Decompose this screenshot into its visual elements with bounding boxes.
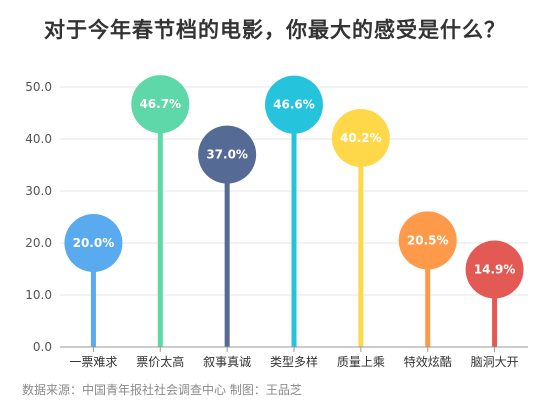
data-label: 40.2% <box>340 131 382 145</box>
x-category-label: 叙事真诚 <box>203 355 251 369</box>
y-tick-label: 40.0 <box>25 132 52 146</box>
x-category-label: 特效炫酷 <box>404 354 452 369</box>
data-label: 46.7% <box>139 97 181 111</box>
lollipop-head <box>131 75 190 134</box>
y-axis: 0.0 10.0 20.0 30.0 40.0 50.0 <box>25 80 52 354</box>
y-tick-label: 0.0 <box>33 340 52 354</box>
chart-title: 对于今年春节档的电影，你最大的感受是什么？ <box>44 18 506 42</box>
data-label: 37.0% <box>206 148 248 162</box>
x-category-label: 质量上乘 <box>337 355 385 369</box>
data-label: 20.0% <box>73 236 115 250</box>
y-tick-label: 20.0 <box>25 236 52 250</box>
lollipop-head <box>331 108 390 167</box>
y-tick-label: 50.0 <box>25 80 52 94</box>
x-category-label: 脑洞大开 <box>471 355 519 369</box>
data-label: 20.5% <box>407 233 449 247</box>
x-category-label: 类型多样 <box>270 354 318 369</box>
x-category-label: 票价太高 <box>136 354 184 369</box>
x-category-label: 一票难求 <box>69 355 117 369</box>
lollipop-head <box>64 214 123 272</box>
data-label: 14.9% <box>474 263 516 277</box>
y-tick-label: 10.0 <box>25 288 52 302</box>
data-label: 46.6% <box>273 98 315 112</box>
source-note: 数据来源：中国青年报社社会调查中心 制图：王品芝 <box>22 383 302 397</box>
lollipop-head <box>465 240 524 299</box>
lollipop-head <box>198 125 257 184</box>
lollipop-head <box>265 75 323 134</box>
lollipop-heads: 20.0% 46.7% 37.0% 46.6% 40.2% 20.5% 14.9% <box>64 75 524 299</box>
x-axis: 一票难求 票价太高 叙事真诚 类型多样 质量上乘 特效炫酷 脑洞大开 <box>60 346 528 369</box>
y-tick-label: 30.0 <box>25 184 52 198</box>
lollipop-head <box>398 211 457 270</box>
